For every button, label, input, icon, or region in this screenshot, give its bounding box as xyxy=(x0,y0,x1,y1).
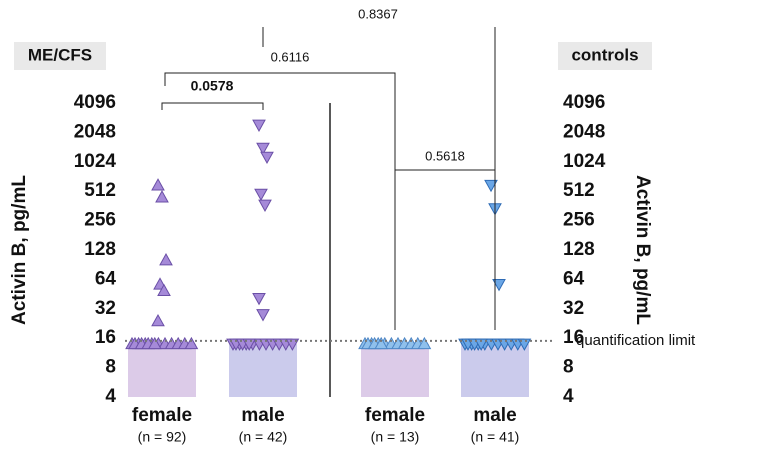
point xyxy=(256,142,270,156)
x-tick-label: female xyxy=(132,405,192,426)
point xyxy=(147,336,162,350)
y-axis-label: Activin B, pg/mL xyxy=(9,175,30,325)
bracket xyxy=(161,102,264,110)
y2-tick-label: 256 xyxy=(563,210,595,231)
point xyxy=(252,119,266,133)
point xyxy=(374,336,389,350)
point xyxy=(256,309,270,322)
y-tick-label: 8 xyxy=(105,357,116,378)
y-tick-label: 256 xyxy=(84,210,116,231)
point xyxy=(484,179,498,193)
count-label: (n = 13) xyxy=(371,429,420,445)
bracket xyxy=(394,169,496,330)
panel-title-bg xyxy=(558,42,652,70)
point xyxy=(258,199,272,213)
y2-tick-label: 32 xyxy=(563,298,584,319)
y2-tick-label: 2048 xyxy=(563,121,605,142)
point xyxy=(474,338,489,351)
limit-label: quantification limit xyxy=(576,332,696,349)
point xyxy=(252,292,266,306)
y-tick-label: 2048 xyxy=(74,121,116,142)
y-tick-label: 128 xyxy=(84,239,116,260)
point xyxy=(492,279,506,292)
point xyxy=(260,151,274,165)
point xyxy=(184,336,199,350)
panel-title-bg xyxy=(14,42,106,70)
panel-title: controls xyxy=(571,45,638,64)
point xyxy=(417,336,432,350)
point xyxy=(151,178,165,191)
p-value: 0.8367 xyxy=(358,6,398,21)
y-tick-label: 512 xyxy=(84,180,116,201)
x-tick-label: female xyxy=(365,405,425,426)
y2-tick-label: 16 xyxy=(563,327,584,348)
p-value: 0.6116 xyxy=(271,49,310,64)
point xyxy=(155,190,169,203)
y2-tick-label: 1024 xyxy=(563,151,606,172)
y-tick-label: 4096 xyxy=(74,92,116,113)
point xyxy=(159,253,173,266)
y-tick-label: 32 xyxy=(95,298,116,319)
x-tick-label: male xyxy=(473,405,516,426)
y2-tick-label: 512 xyxy=(563,180,595,201)
y2-tick-label: 8 xyxy=(563,357,574,378)
y-tick-label: 16 xyxy=(95,327,116,348)
point xyxy=(157,283,171,297)
count-label: (n = 92) xyxy=(138,429,187,445)
bracket xyxy=(164,72,396,330)
panel-title: ME/CFS xyxy=(28,45,92,64)
count-label: (n = 42) xyxy=(239,429,288,445)
p-value: 0.0578 xyxy=(191,78,234,94)
bracket xyxy=(262,27,496,330)
point xyxy=(151,313,165,327)
y2-tick-label: 64 xyxy=(563,268,585,289)
y2-tick-label: 4096 xyxy=(563,92,605,113)
point xyxy=(254,188,268,202)
x-tick-label: male xyxy=(241,405,284,426)
bar xyxy=(361,343,429,397)
y-tick-label: 4 xyxy=(105,386,116,407)
y-tick-label: 1024 xyxy=(74,151,117,172)
bar xyxy=(229,343,297,397)
y2-tick-label: 4 xyxy=(563,386,574,407)
bar xyxy=(128,343,196,397)
bar xyxy=(461,343,529,397)
count-label: (n = 41) xyxy=(471,429,520,445)
p-value: 0.5618 xyxy=(425,148,465,163)
y2-tick-label: 128 xyxy=(563,239,595,260)
y-tick-label: 64 xyxy=(95,268,117,289)
y2-axis-label: Activin B, pg/mL xyxy=(632,175,653,325)
